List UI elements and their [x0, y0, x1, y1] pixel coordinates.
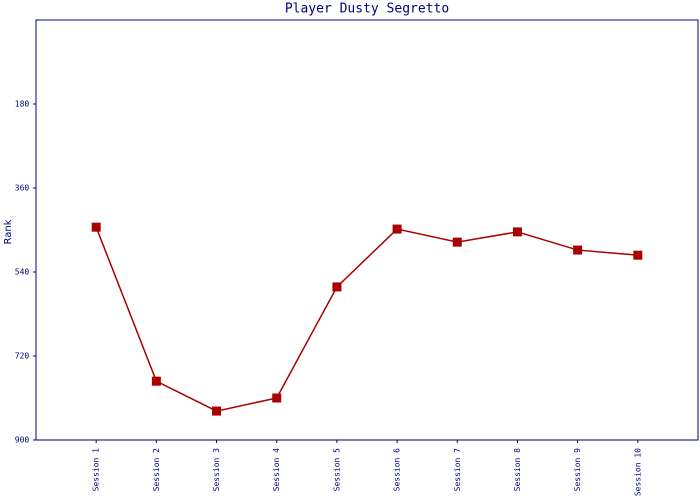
data-point — [633, 250, 643, 260]
data-point — [272, 393, 282, 403]
x-tick-label: Session 4 — [272, 448, 281, 492]
y-tick-label: 720 — [15, 352, 30, 361]
data-point — [392, 224, 402, 234]
x-tick-label: Session 6 — [393, 448, 402, 492]
data-point — [452, 237, 462, 247]
y-tick-label: 540 — [15, 268, 30, 277]
x-tick-label: Session 10 — [633, 448, 642, 496]
y-tick-label: 360 — [15, 184, 30, 193]
x-tick-label: Session 1 — [92, 448, 101, 492]
series-line — [95, 226, 638, 412]
x-tick-label: Session 9 — [573, 448, 582, 492]
data-point — [151, 376, 161, 386]
data-point — [212, 406, 222, 416]
x-tick-label: Session 5 — [332, 448, 341, 492]
x-tick-label: Session 2 — [152, 448, 161, 492]
x-tick-label: Session 8 — [513, 448, 522, 492]
y-tick-label: 900 — [15, 436, 30, 445]
y-tick-label: 180 — [15, 100, 30, 109]
plot-frame — [35, 19, 699, 441]
y-axis-label: Rank — [3, 219, 14, 244]
data-point — [91, 222, 101, 232]
chart-title: Player Dusty Segretto — [285, 2, 449, 17]
data-point — [573, 245, 583, 255]
data-point — [512, 227, 522, 237]
x-tick-label: Session 7 — [453, 448, 462, 492]
x-tick-label: Session 3 — [212, 448, 221, 492]
data-point — [332, 282, 342, 292]
